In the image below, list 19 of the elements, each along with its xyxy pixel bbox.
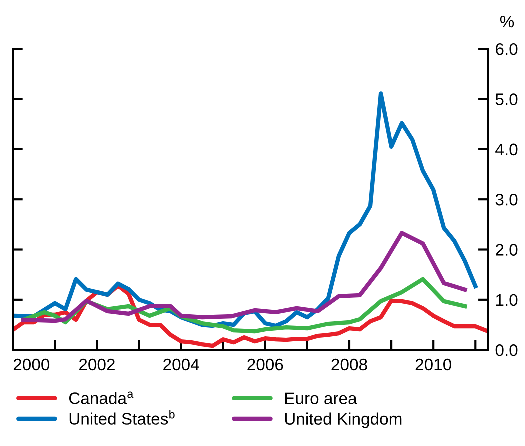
x-tick-label: 2004: [164, 358, 200, 371]
x-tick-label: 2002: [80, 358, 115, 371]
legend-label: United Kingdom: [285, 412, 402, 428]
y-tick-label: 4.0: [496, 144, 518, 156]
y-axis-title: %: [500, 16, 514, 28]
y-tick-label: 2.0: [496, 244, 518, 256]
y-tick-label: 3.0: [496, 194, 518, 206]
x-tick-label: 2000: [14, 358, 50, 371]
x-tick-label: 2008: [332, 358, 368, 371]
y-tick-label: 6.0: [496, 43, 518, 56]
y-tick-label: 1.0: [496, 294, 518, 306]
legend-label: United States$^{b}$: [70, 410, 175, 425]
legend-label: Euro area: [285, 392, 358, 404]
line-series: [22, 231, 468, 324]
y-tick-label: 5.0: [496, 94, 518, 106]
x-tick-label: 2010: [416, 358, 452, 371]
legend-label: Canada$^{a}$: [69, 392, 134, 404]
x-tick-label: 2006: [248, 358, 284, 371]
y-tick-label: 0.0: [496, 344, 518, 356]
